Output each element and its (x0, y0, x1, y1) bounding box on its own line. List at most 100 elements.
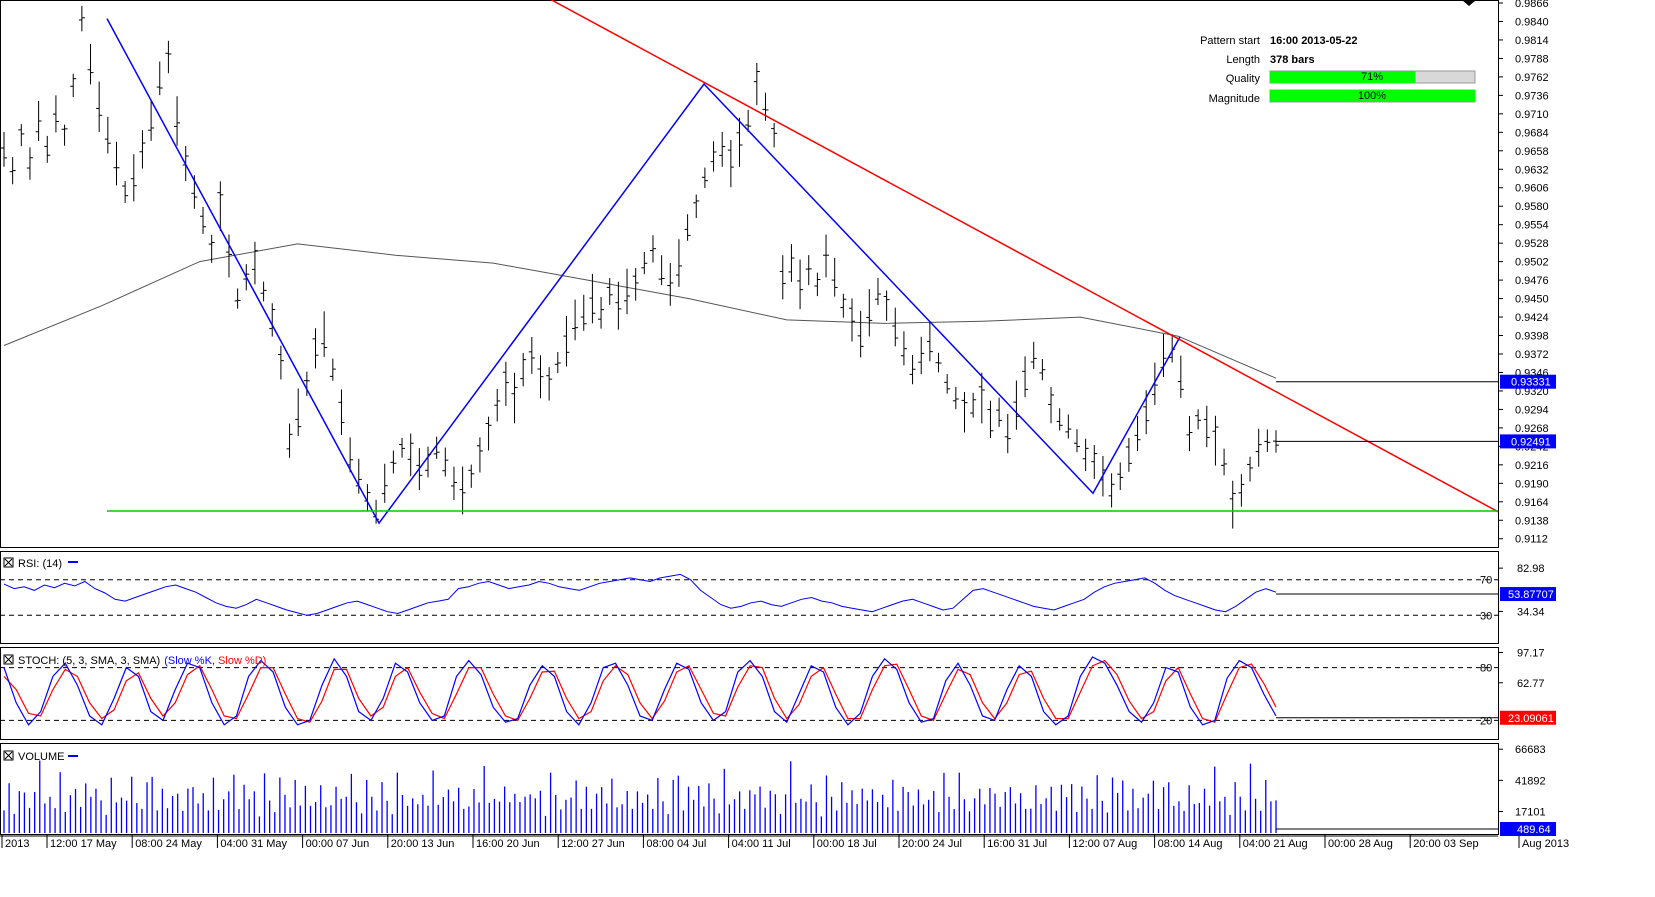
price-tick-label: 0.9294 (1515, 404, 1549, 416)
price-tick-label: 0.9398 (1515, 331, 1549, 343)
quality-value: 71% (1361, 71, 1383, 83)
price-tick-label: 0.9684 (1515, 127, 1549, 139)
price-tick-label: 0.9710 (1515, 109, 1549, 121)
stoch-tick-label: 97.17 (1517, 647, 1545, 659)
pattern-start-label: Pattern start (1200, 35, 1260, 47)
price-tick-label: 0.9840 (1515, 16, 1549, 28)
price-tick-label: 0.9450 (1515, 294, 1549, 306)
rsi-tick-label: 34.34 (1517, 606, 1545, 618)
time-tick-label: 12:00 17 May (50, 838, 117, 850)
volume-title-group: VOLUME (3, 750, 78, 763)
price-tick-label: 0.9606 (1515, 183, 1549, 195)
quality-label: Quality (1226, 73, 1261, 85)
stoch-sep: , (212, 655, 218, 667)
time-tick-label: 12:00 07 Aug (1072, 838, 1137, 850)
moving-average-line (3, 243, 1277, 379)
price-tick-label: 0.9528 (1515, 238, 1549, 250)
stoch-k-text: Slow %K (168, 655, 213, 667)
pattern-zigzag-line (106, 18, 1181, 525)
volume-layer (3, 760, 1498, 833)
rsi-line (3, 573, 1277, 616)
price-badge (1500, 374, 1556, 389)
stoch-badge-label: 23.09061 (1508, 713, 1554, 725)
time-tick-label: 20:00 03 Sep (1413, 838, 1478, 850)
length-label: Length (1226, 54, 1260, 66)
price-tick-label: 0.9736 (1515, 90, 1549, 102)
stoch-title: STOCH: (5, 3, SMA, 3, SMA) (Slow %K, Slow… (18, 655, 266, 667)
price-layer (1, 0, 1499, 529)
price-tick-label: 0.9216 (1515, 460, 1549, 472)
axis-layer: 0.9866 0.9840 0.9814 0.9788 0.9762 0.9736 0.97… (0, 0, 1569, 850)
time-tick-label: 00:00 28 Aug (1328, 838, 1393, 850)
time-tick-label: 08:00 14 Aug (1158, 838, 1223, 850)
price-badge (1500, 434, 1556, 449)
stoch-close-paren: ) (263, 655, 267, 667)
price-tick-label: 0.9788 (1515, 53, 1549, 65)
stoch-title-group: STOCH: (5, 3, SMA, 3, SMA) (Slow %K, Slow… (3, 654, 266, 667)
time-tick-label: 16:00 20 Jun (476, 838, 540, 850)
stoch-k-line (3, 656, 1277, 726)
length-value: 378 bars (1270, 54, 1315, 66)
price-tick-label: 0.9814 (1515, 35, 1549, 47)
time-tick-label: 04:00 11 Jul (732, 838, 791, 850)
stoch-title-text: STOCH: (5, 3, SMA, 3, SMA) (18, 655, 160, 667)
price-tick-label: 0.9580 (1515, 201, 1549, 213)
stoch-level-label: 20 (1480, 715, 1492, 727)
resistance-trend-line (550, 0, 1499, 513)
stoch-badge (1500, 710, 1556, 725)
price-tick-label: 0.9632 (1515, 164, 1549, 176)
price-tick-label: 0.9112 (1515, 534, 1548, 546)
stoch-close-cross (4, 655, 13, 664)
price-tick-label: 0.9138 (1515, 515, 1549, 527)
pattern-info-box: Pattern start 16:00 2013-05-22 Length 37… (1200, 35, 1476, 105)
time-tick-label: 08:00 24 May (135, 838, 202, 850)
stoch-panel (0, 647, 1499, 740)
time-tick-label: 00:00 18 Jul (817, 838, 877, 850)
time-tick-label: 00:00 07 Jun (306, 838, 370, 850)
price-tick-label: 0.9164 (1515, 497, 1549, 509)
scroll-arrow-icon[interactable] (1462, 0, 1476, 6)
rsi-close-cross (4, 558, 13, 567)
volume-badge (1500, 822, 1556, 836)
rsi-layer: 70 30 (0, 573, 1498, 622)
volume-tick-label: 17101 (1515, 807, 1546, 819)
rsi-panel (0, 551, 1499, 644)
volume-title: VOLUME (18, 751, 64, 763)
price-tick-label: 0.9424 (1515, 312, 1549, 324)
stoch-layer: 80 20 (0, 656, 1498, 727)
price-tick-label: 0.9658 (1515, 146, 1549, 158)
price-tick-label: 0.9554 (1515, 220, 1549, 232)
time-tick-label: Aug 2013 (1522, 838, 1569, 850)
volume-panel (0, 743, 1499, 835)
time-tick-label: 2013 (5, 838, 29, 850)
magnitude-label: Magnitude (1209, 93, 1260, 105)
price-tick-label: 0.9190 (1515, 478, 1549, 490)
rsi-title: RSI: (14) (18, 558, 62, 570)
time-tick-label: 20:00 13 Jun (391, 838, 455, 850)
rsi-tick-label: 82.98 (1517, 563, 1545, 575)
rsi-level-label: 30 (1480, 610, 1492, 622)
price-badge-label: 0.92491 (1511, 436, 1551, 448)
time-tick-label: 12:00 27 Jun (561, 838, 625, 850)
price-tick-label: 0.9762 (1515, 72, 1549, 84)
price-tick-label: 0.9372 (1515, 349, 1549, 361)
price-tick-label: 0.9866 (1515, 0, 1549, 10)
magnitude-bar-fill (1270, 90, 1475, 102)
time-tick-label: 04:00 21 Aug (1243, 838, 1308, 850)
time-tick-label: 16:00 31 Jul (987, 838, 1047, 850)
volume-tick-label: 41892 (1515, 775, 1546, 787)
stoch-d-text: Slow %D (218, 655, 263, 667)
volume-badge-label: 489.64 (1517, 824, 1551, 836)
price-panel (0, 0, 1499, 548)
rsi-badge-label: 53.87707 (1508, 589, 1554, 601)
rsi-title-group: RSI: (14) (3, 557, 78, 570)
time-tick-label: 20:00 24 Jul (902, 838, 962, 850)
volume-tick-label: 66683 (1515, 744, 1546, 756)
price-tick-label: 0.9502 (1515, 257, 1549, 269)
rsi-level-label: 70 (1480, 575, 1492, 587)
price-tick-label: 0.9320 (1515, 386, 1549, 398)
stoch-level-label: 80 (1480, 663, 1492, 675)
stoch-k-label: ( (164, 655, 168, 667)
time-tick-label: 04:00 31 May (220, 838, 287, 850)
time-tick-label: 08:00 04 Jul (646, 838, 706, 850)
